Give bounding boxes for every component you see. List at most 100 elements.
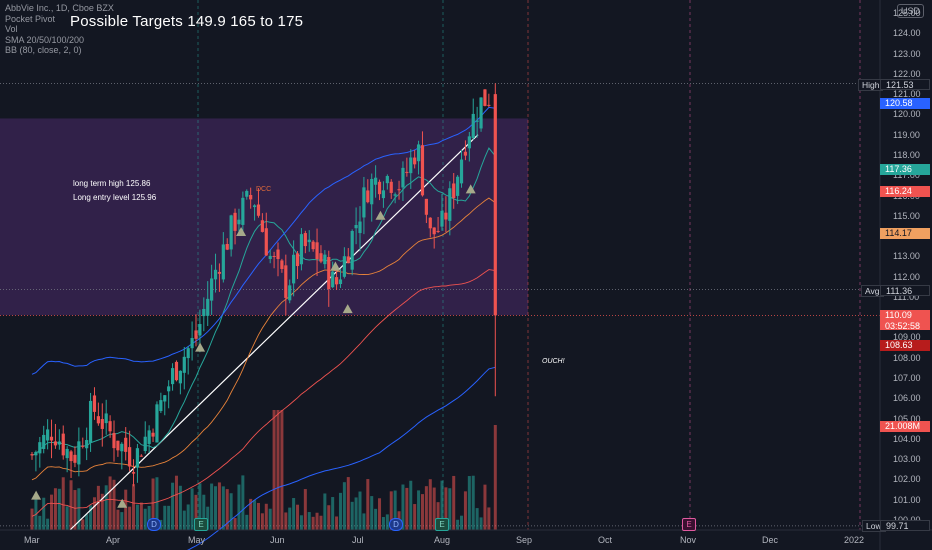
- dividend-marker[interactable]: D: [389, 518, 403, 531]
- candle: [338, 269, 343, 288]
- candle: [393, 192, 397, 204]
- candle: [479, 97, 483, 132]
- volume-bar: [362, 513, 366, 530]
- candles: [30, 83, 497, 487]
- candle-body: [256, 204, 261, 216]
- candle-body: [120, 443, 124, 452]
- candle-body: [151, 432, 155, 437]
- candle-body: [354, 224, 358, 229]
- volume-bar: [319, 515, 323, 530]
- candle-body: [487, 104, 491, 106]
- candle: [389, 179, 393, 199]
- legend-vol[interactable]: Vol: [5, 24, 18, 34]
- volume-bar: [467, 476, 471, 530]
- candle-body: [362, 187, 366, 218]
- candle-body: [206, 298, 210, 316]
- volume-bar: [483, 484, 487, 530]
- candle: [46, 419, 50, 450]
- candle-body: [358, 221, 362, 234]
- pocket-pivot-marker: [236, 227, 247, 237]
- candle: [409, 149, 413, 189]
- y-tick-label: 119.00: [893, 129, 920, 140]
- candle: [77, 427, 81, 477]
- candle: [69, 449, 73, 478]
- candle: [292, 240, 296, 297]
- volume-bar: [280, 410, 284, 530]
- volume-bar: [440, 480, 444, 530]
- y-tick-label: 123.00: [893, 48, 921, 59]
- candle-body: [229, 215, 233, 250]
- candle: [229, 214, 233, 257]
- candle: [483, 89, 487, 107]
- legend-bb[interactable]: BB (80, close, 2, 0): [5, 45, 82, 55]
- volume-bar: [385, 514, 389, 530]
- candle-body: [409, 157, 413, 174]
- candle-body: [182, 356, 186, 373]
- candle: [245, 189, 249, 200]
- candle: [159, 392, 163, 414]
- earnings-marker[interactable]: E: [435, 518, 449, 531]
- candle-body: [135, 448, 140, 468]
- candle: [413, 149, 417, 169]
- legend-symbol[interactable]: AbbVie Inc., 1D, Cboe BZX: [5, 3, 114, 13]
- candle: [471, 98, 475, 140]
- candle: [334, 268, 339, 291]
- candle-body: [350, 230, 354, 270]
- candle: [143, 421, 147, 454]
- dividend-marker[interactable]: D: [147, 518, 161, 531]
- candle-body: [61, 433, 65, 456]
- candle-body: [405, 171, 409, 173]
- candle: [463, 140, 468, 161]
- y-tick-label: 105.00: [893, 413, 921, 424]
- volume-bar: [229, 493, 233, 530]
- candle: [221, 232, 225, 283]
- candle-body: [213, 269, 218, 280]
- candle-body: [448, 188, 452, 221]
- candle: [342, 247, 346, 279]
- volume-bar: [311, 516, 315, 530]
- candle: [85, 427, 89, 461]
- candle-body: [385, 176, 389, 184]
- candle-body: [57, 441, 61, 445]
- candle: [268, 249, 272, 264]
- candle-body: [331, 271, 335, 288]
- candle-body: [233, 212, 237, 231]
- volume-bar: [335, 516, 339, 530]
- earnings-marker-upcoming[interactable]: E: [682, 518, 696, 531]
- note-ouch: OUCH!: [542, 358, 565, 365]
- candle-body: [65, 448, 69, 459]
- legend-pocket-pivot[interactable]: Pocket Pivot: [5, 13, 56, 24]
- volume-bar: [65, 506, 69, 530]
- pocket-pivot-marker: [330, 261, 341, 271]
- candle: [475, 106, 479, 138]
- candle-body: [338, 279, 343, 285]
- candle-body: [217, 271, 222, 274]
- candle-body: [471, 113, 475, 139]
- pocket-pivot-marker: [195, 342, 206, 352]
- candle: [237, 208, 241, 232]
- candle-body: [186, 348, 190, 359]
- candle-body: [69, 451, 73, 462]
- legend-sma[interactable]: SMA 20/50/100/200: [5, 34, 85, 45]
- candle: [374, 165, 378, 198]
- candle-body: [463, 151, 468, 156]
- candle: [233, 208, 237, 245]
- volume-bar: [120, 512, 124, 530]
- earnings-marker[interactable]: E: [194, 518, 208, 531]
- candle: [57, 429, 61, 450]
- candle: [53, 423, 58, 449]
- volume-bar: [61, 477, 65, 530]
- candle: [432, 227, 436, 249]
- volume-bar: [57, 488, 61, 530]
- candle-body: [276, 249, 280, 260]
- candle: [65, 446, 69, 473]
- currency-button[interactable]: USD: [897, 4, 925, 18]
- candle: [366, 179, 370, 204]
- volume-bar: [210, 483, 214, 530]
- pocket-pivot-marker: [342, 304, 353, 314]
- volume-bar: [342, 482, 346, 530]
- candle-body: [174, 361, 179, 381]
- volume-bar: [89, 505, 93, 530]
- candle-body: [393, 194, 397, 196]
